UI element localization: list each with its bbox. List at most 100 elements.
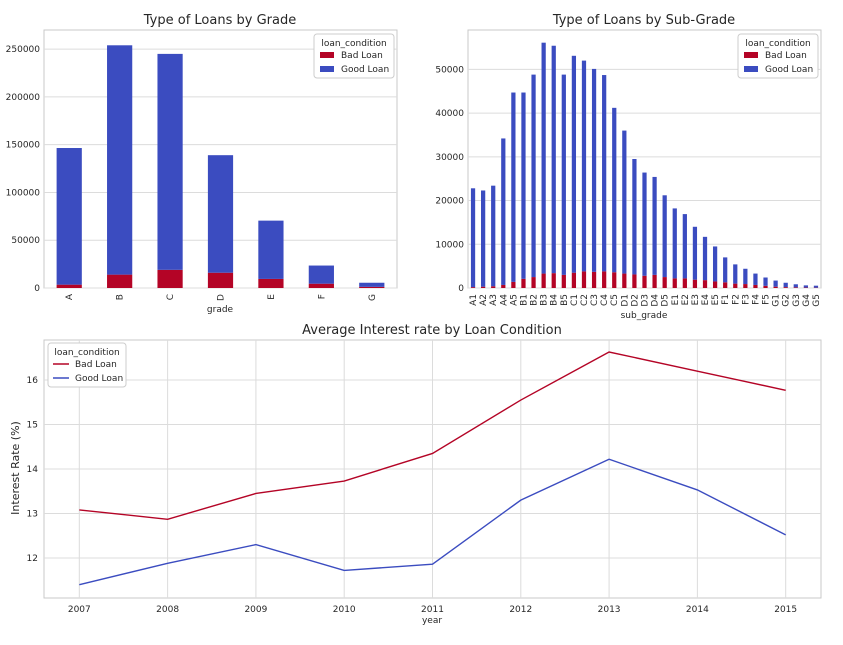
y-tick-label: 20000 xyxy=(435,197,464,207)
y-tick-label: 100000 xyxy=(6,188,41,198)
bar-bad-loan xyxy=(107,274,133,288)
legend-label-good-loan: Good Loan xyxy=(75,374,123,384)
bar-good-loan xyxy=(207,155,234,273)
series-line-bad-loan xyxy=(79,351,786,520)
legend-box xyxy=(47,342,127,388)
x-tick-label: F4 xyxy=(751,294,761,305)
x-tick-label: 2012 xyxy=(509,605,532,615)
bar-bad-loan xyxy=(541,273,546,288)
bar-bad-loan xyxy=(733,283,738,288)
x-tick-label: B xyxy=(116,294,126,300)
bar-bad-loan xyxy=(207,272,234,288)
bar-good-loan xyxy=(531,74,536,278)
y-tick-label: 0 xyxy=(458,284,464,294)
bar-bad-loan xyxy=(258,278,284,288)
legend: loan_condition Bad Loan Good Loan xyxy=(47,342,127,388)
bar-good-loan xyxy=(591,68,597,272)
bar-good-loan xyxy=(521,92,526,279)
x-tick-label: F3 xyxy=(741,294,751,305)
bar-good-loan xyxy=(622,130,627,274)
bar-bad-loan xyxy=(632,274,637,288)
chart-title: Type of Loans by Grade xyxy=(143,13,296,28)
x-tick-label: 2011 xyxy=(421,605,444,615)
bar-bad-loan xyxy=(56,284,82,288)
y-tick-label: 0 xyxy=(34,284,40,294)
x-tick-label: C3 xyxy=(590,294,600,306)
bar-good-loan xyxy=(308,265,334,284)
x-tick-label: B3 xyxy=(540,294,550,306)
x-axis-label: year xyxy=(422,616,442,626)
y-tick-label: 10000 xyxy=(435,240,464,250)
chart-loans-by-subgrade: Type of Loans by Sub-Grade sub_grade 0 10… xyxy=(435,13,822,321)
bar-good-loan xyxy=(470,188,476,288)
y-tick-label: 40000 xyxy=(435,109,464,119)
x-tick-label: F xyxy=(317,294,327,299)
x-tick-label: E3 xyxy=(691,294,701,305)
legend-title: loan_condition xyxy=(745,39,810,49)
legend-label-bad-loan: Bad Loan xyxy=(765,51,807,61)
bar-bad-loan xyxy=(531,277,536,288)
bar-good-loan xyxy=(662,195,667,278)
series-line-good-loan xyxy=(79,458,786,586)
x-tick-label: A5 xyxy=(509,294,519,306)
bar-good-loan xyxy=(541,42,546,274)
bar-good-loan xyxy=(723,257,728,283)
y-tick-label: 200000 xyxy=(6,93,41,103)
bar-bad-loan xyxy=(642,275,647,288)
x-tick-label: D2 xyxy=(630,294,640,307)
x-tick-label: A4 xyxy=(499,294,509,306)
bar-bad-loan xyxy=(763,285,768,288)
bar-bad-loan xyxy=(753,284,758,288)
x-tick-label: D4 xyxy=(651,294,661,307)
x-tick-label: C1 xyxy=(570,294,580,306)
x-tick-label: G1 xyxy=(772,294,782,307)
bar-bad-loan xyxy=(723,282,728,288)
bar-good-loan xyxy=(652,176,657,275)
x-tick-label: C2 xyxy=(580,294,590,306)
bar-bad-loan xyxy=(591,271,597,288)
y-tick-label: 16 xyxy=(27,376,39,386)
x-tick-label: A3 xyxy=(489,294,499,306)
x-tick-label: D3 xyxy=(641,294,651,307)
bar-good-loan xyxy=(481,190,486,287)
bar-good-loan xyxy=(511,92,516,282)
y-tick-label: 250000 xyxy=(6,45,41,55)
x-tick-label: 2009 xyxy=(244,605,267,615)
bar-bad-loan xyxy=(602,271,607,288)
bar-bad-loan xyxy=(652,274,657,288)
x-tick-label: D xyxy=(217,294,227,301)
bar-bad-loan xyxy=(308,283,334,288)
bar-bad-loan xyxy=(622,273,627,288)
bar-good-loan xyxy=(642,172,647,276)
bar-bad-loan xyxy=(773,286,778,288)
x-tick-label: 2013 xyxy=(598,605,621,615)
bar-bad-loan xyxy=(501,284,506,288)
bar-good-loan xyxy=(581,60,587,272)
bar-good-loan xyxy=(491,185,496,287)
bar-good-loan xyxy=(571,55,577,273)
x-tick-label: C4 xyxy=(600,294,610,306)
legend-label-bad-loan: Bad Loan xyxy=(75,360,117,370)
bar-bad-loan xyxy=(702,280,708,288)
x-tick-label: A xyxy=(65,293,75,300)
bar-bad-loan xyxy=(511,281,516,288)
y-tick-label: 13 xyxy=(27,509,38,519)
bar-good-loan xyxy=(783,282,788,288)
x-tick-label: 2008 xyxy=(156,605,179,615)
y-tick-label: 50000 xyxy=(435,65,464,75)
bar-good-loan xyxy=(763,277,768,286)
y-tick-label: 30000 xyxy=(435,153,464,163)
legend-label-good-loan: Good Loan xyxy=(341,65,389,75)
bar-bad-loan xyxy=(682,278,687,288)
x-axis-label: grade xyxy=(207,305,234,315)
bar-good-loan xyxy=(712,246,718,282)
bar-bad-loan xyxy=(712,281,718,288)
legend-swatch-bad-loan xyxy=(320,52,334,58)
legend-swatch-good-loan xyxy=(744,66,758,72)
bar-good-loan xyxy=(733,264,738,284)
x-tick-label: D5 xyxy=(661,294,671,307)
bar-good-loan xyxy=(682,214,687,279)
x-tick-label: C5 xyxy=(610,294,620,306)
x-tick-label: B4 xyxy=(550,294,560,306)
x-tick-label: B5 xyxy=(560,294,570,306)
